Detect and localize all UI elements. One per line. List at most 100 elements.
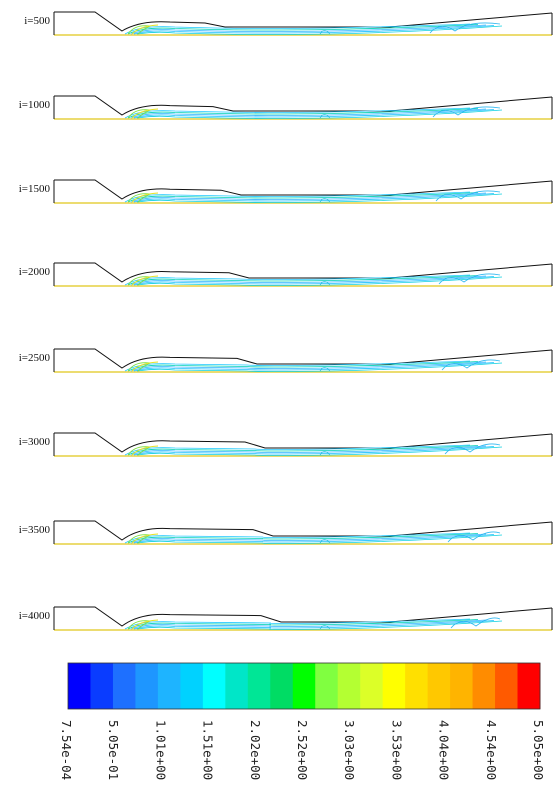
colorbar-tick-label: 5.05e-01: [106, 720, 121, 780]
contour-line: [124, 444, 471, 456]
colorbar-tick-label: 3.03e+00: [342, 720, 357, 780]
contour-line: [441, 359, 501, 371]
contour-line: [136, 193, 503, 203]
contour-line: [124, 618, 471, 630]
contour-line: [319, 198, 331, 203]
contour-line: [319, 30, 331, 35]
contour-line: [124, 107, 471, 119]
free-surface-outline: [54, 95, 553, 116]
panel-label: i=1000: [19, 99, 51, 111]
colorbar-swatch: [472, 663, 496, 709]
contour-line: [130, 361, 487, 372]
contour-line: [133, 193, 495, 203]
colorbar-swatch: [270, 663, 294, 709]
contour-panel: i=1000: [19, 95, 553, 120]
colorbar-swatch: [382, 663, 406, 709]
contour-line: [133, 276, 495, 286]
contour-line: [435, 190, 501, 202]
free-surface-outline: [54, 11, 553, 32]
colorbar-tick-label: 1.51e+00: [201, 720, 216, 780]
contour-line: [319, 114, 331, 119]
contour-line: [133, 620, 495, 630]
colorbar-swatch: [360, 663, 384, 709]
contour-line: [127, 192, 479, 203]
colorbar-tick-label: 5.05e+00: [531, 720, 546, 780]
panel-label: i=2500: [19, 352, 51, 364]
contour-line: [133, 362, 495, 372]
colorbar-tick-label: 2.02e+00: [248, 720, 263, 780]
contour-line: [450, 617, 501, 629]
contour-line: [124, 532, 471, 544]
contour-line: [136, 276, 503, 286]
colorbar-swatch: [90, 663, 114, 709]
contour-line: [319, 367, 331, 372]
contour-line: [319, 539, 331, 544]
colorbar-swatch: [112, 663, 136, 709]
colorbar-tick-label: 4.04e+00: [437, 720, 452, 780]
colorbar-swatch: [292, 663, 316, 709]
contour-line: [131, 108, 159, 119]
contour-line: [447, 531, 501, 543]
contour-line: [127, 361, 479, 372]
contour-line: [136, 620, 503, 630]
free-surface-outline: [54, 606, 553, 627]
contour-panel: i=3000: [19, 432, 553, 457]
contour-line: [136, 25, 503, 35]
free-surface-outline: [54, 262, 553, 283]
contour-line: [127, 275, 479, 286]
colorbar-swatch: [427, 663, 451, 709]
colorbar-swatch: [405, 663, 429, 709]
contour-line: [136, 362, 503, 372]
free-surface-outline: [54, 348, 553, 369]
colorbar-swatch: [180, 663, 204, 709]
contour-line: [131, 619, 159, 630]
contour-line: [131, 445, 159, 456]
contour-line: [429, 22, 501, 34]
free-surface-outline: [54, 432, 553, 453]
contour-line: [124, 23, 471, 35]
contour-panel: i=3500: [19, 520, 553, 545]
contour-line: [133, 446, 495, 456]
contour-panel: i=2000: [19, 262, 553, 287]
colorbar-swatch: [517, 663, 541, 709]
contour-line: [319, 625, 331, 630]
contour-line: [130, 108, 487, 119]
contour-line: [124, 191, 471, 203]
contour-line: [127, 108, 479, 119]
contour-panel: i=1500: [19, 179, 553, 204]
free-surface-outline: [54, 520, 553, 541]
colorbar-swatch: [247, 663, 271, 709]
colorbar-swatch: [337, 663, 361, 709]
panel-label: i=2000: [19, 266, 51, 278]
contour-panel: i=2500: [19, 348, 553, 373]
colorbar-swatch: [157, 663, 181, 709]
contour-line: [130, 192, 487, 203]
contour-line: [127, 533, 479, 544]
contour-line: [438, 273, 501, 285]
contour-line: [133, 534, 495, 544]
colorbar-frame: [67, 662, 541, 710]
contour-line: [319, 281, 331, 286]
colorbar-swatch: [315, 663, 339, 709]
contour-line: [131, 192, 159, 203]
contour-line: [136, 109, 503, 119]
contour-line: [124, 360, 471, 372]
contour-line: [136, 446, 503, 456]
contour-line: [136, 534, 503, 544]
colorbar-tick-label: 7.54e-04: [59, 720, 74, 780]
contour-line: [130, 275, 487, 286]
colorbar-tick-label: 2.52e+00: [295, 720, 310, 780]
colorbar-swatch: [135, 663, 159, 709]
contour-line: [130, 533, 487, 544]
panel-label: i=3000: [19, 436, 51, 448]
contour-line: [127, 24, 479, 35]
contour-line: [130, 445, 487, 456]
contour-line: [131, 275, 159, 286]
contour-line: [131, 24, 159, 35]
contour-line: [133, 25, 495, 35]
contour-panel: i=500: [24, 11, 553, 36]
colorbar-tick-label: 4.54e+00: [484, 720, 499, 780]
colorbar-tick-label: 1.01e+00: [153, 720, 168, 780]
colorbar-swatch: [225, 663, 249, 709]
